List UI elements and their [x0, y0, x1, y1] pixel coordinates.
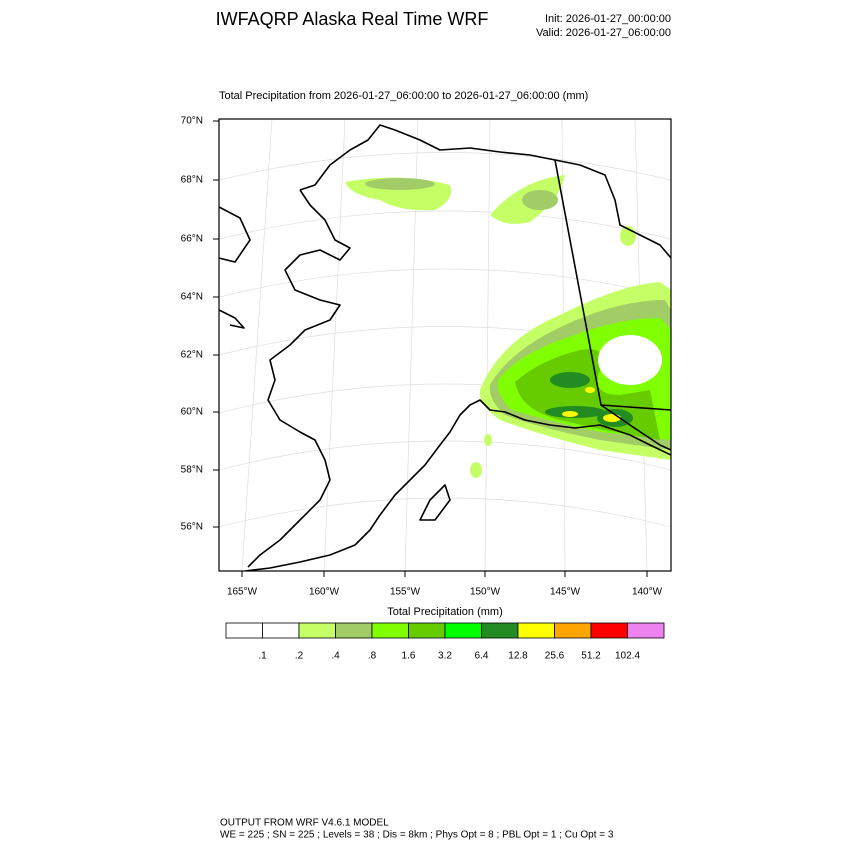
colorbar-label: 6.4 [475, 651, 489, 662]
lon-label: 155°W [390, 587, 421, 598]
colorbar-label: .2 [295, 651, 304, 662]
colorbar-label: 25.6 [545, 651, 565, 662]
color-box [262, 622, 300, 639]
colorbar-title: Total Precipitation (mm) [387, 606, 503, 618]
colorbar-label: .8 [368, 651, 377, 662]
color-box [335, 622, 373, 639]
lon-label: 150°W [470, 587, 501, 598]
colorbar-label: 12.8 [508, 651, 528, 662]
color-box [481, 622, 519, 639]
color-box [298, 622, 336, 639]
coastlines [219, 124, 671, 571]
colorbar-label: .4 [331, 651, 340, 662]
color-box [590, 622, 628, 639]
lon-label: 140°W [632, 587, 663, 598]
lat-label: 62°N [181, 350, 203, 361]
map [218, 118, 672, 572]
lon-label: 145°W [550, 587, 581, 598]
colorbar-label: 102.4 [615, 651, 640, 662]
init-time: Init: 2026-01-27_00:00:00 [545, 13, 671, 25]
lat-label: 60°N [181, 407, 203, 418]
color-box [627, 622, 665, 639]
lat-label: 68°N [181, 175, 203, 186]
precipitation [345, 175, 671, 478]
lat-label: 66°N [181, 234, 203, 245]
color-box [225, 622, 263, 639]
footer-line: OUTPUT FROM WRF V4.6.1 MODEL [220, 818, 389, 829]
colorbar-label: 1.6 [402, 651, 416, 662]
lon-label: 160°W [309, 587, 340, 598]
colorbar: .1 .2 .4 .8 1.6 3.2 6.4 12.8 25.6 51.2 102.4 [225, 622, 665, 662]
lat-label: 58°N [181, 465, 203, 476]
colorbar-label: 51.2 [581, 651, 601, 662]
colorbar-label: .1 [258, 651, 267, 662]
color-box [371, 622, 409, 639]
color-box [444, 622, 482, 639]
color-box [408, 622, 446, 639]
colorbar-label: 3.2 [438, 651, 452, 662]
color-box [517, 622, 555, 639]
map-frame [218, 118, 672, 572]
color-box [554, 622, 592, 639]
main-title: IWFAQRP Alaska Real Time WRF [216, 9, 489, 29]
valid-time: Valid: 2026-01-27_06:00:00 [536, 27, 671, 39]
lon-label: 165°W [227, 587, 258, 598]
lat-label: 64°N [181, 292, 203, 303]
lat-label: 70°N [181, 116, 203, 127]
map-title: Total Precipitation from 2026-01-27_06:0… [219, 90, 588, 102]
footer-line: WE = 225 ; SN = 225 ; Levels = 38 ; Dis … [220, 830, 614, 841]
lat-label: 56°N [181, 522, 203, 533]
